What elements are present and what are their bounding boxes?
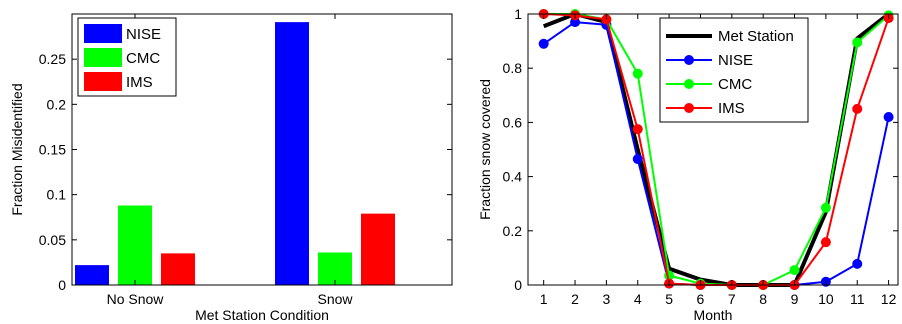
bar-cmc-1 xyxy=(318,252,352,285)
y-tick-label: 0.2 xyxy=(47,96,67,112)
x-axis-label: Month xyxy=(694,307,733,323)
point-ims xyxy=(852,103,863,114)
point-nise xyxy=(632,153,643,164)
legend-label: CMC xyxy=(126,50,160,67)
x-tick-label: 9 xyxy=(791,291,799,307)
bar-nise-1 xyxy=(275,22,309,285)
point-nise xyxy=(883,111,894,122)
x-tick-label: 4 xyxy=(634,291,642,307)
y-tick-label: 0.8 xyxy=(503,60,523,76)
x-tick-label: 1 xyxy=(540,291,548,307)
legend: Met Station NISE CMC IMS xyxy=(659,17,809,123)
legend-marker xyxy=(684,79,694,89)
y-tick-label: 0.2 xyxy=(503,223,523,239)
x-tick-label: 12 xyxy=(881,291,897,307)
plot-frame xyxy=(527,13,899,286)
y-tick-label: 0.15 xyxy=(39,142,66,158)
legend-label: IMS xyxy=(126,74,153,91)
x-tick-label: 11 xyxy=(850,291,865,307)
legend-label: IMS xyxy=(718,100,745,117)
legend-marker xyxy=(684,103,694,113)
bar-nise-0 xyxy=(75,265,109,285)
point-cmc xyxy=(632,68,643,79)
point-ims xyxy=(632,124,643,135)
legend-swatch xyxy=(84,24,122,43)
point-nise xyxy=(852,258,863,269)
legend-marker xyxy=(684,55,694,65)
x-axis-label: Met Station Condition xyxy=(195,307,329,323)
y-tick-label: 0 xyxy=(514,277,522,293)
x-tick-label: 5 xyxy=(665,291,673,307)
x-tick-label: No Snow xyxy=(107,291,165,307)
x-tick-label: 6 xyxy=(697,291,705,307)
y-tick-label: 0.1 xyxy=(47,187,67,203)
x-tick-label: 8 xyxy=(759,291,767,307)
x-tick-label: 2 xyxy=(571,291,579,307)
legend-label: NISE xyxy=(126,26,161,43)
point-nise xyxy=(538,38,549,49)
bar-ims-1 xyxy=(361,213,395,285)
y-axis-label: Fraction snow covered xyxy=(477,79,493,220)
legend: NISE CMC IMS xyxy=(77,17,177,97)
legend-label: CMC xyxy=(718,76,752,93)
line-chart: 00.20.40.60.811 2 3 4 5 6 7 8 9 10 11 12MonthFracti… xyxy=(477,6,899,323)
legend-swatch xyxy=(84,72,122,91)
x-tick-label: Snow xyxy=(317,291,353,307)
y-tick-label: 0.6 xyxy=(503,114,523,130)
y-tick-label: 0 xyxy=(58,277,66,293)
point-cmc xyxy=(820,202,831,213)
legend-swatch xyxy=(84,48,122,67)
point-ims xyxy=(820,237,831,248)
y-tick-label: 1 xyxy=(514,6,522,22)
point-ims xyxy=(601,14,612,25)
x-tick-label: 10 xyxy=(818,291,834,307)
legend-label: Met Station xyxy=(718,28,794,45)
point-cmc xyxy=(852,37,863,48)
y-tick-label: 0.4 xyxy=(503,169,523,185)
point-cmc xyxy=(789,265,800,276)
y-tick-label: 0.05 xyxy=(39,232,66,248)
legend-label: NISE xyxy=(718,52,753,69)
x-tick-label: 3 xyxy=(602,291,610,307)
y-axis-label: Fraction Misidentified xyxy=(9,83,25,215)
bar-ims-0 xyxy=(161,253,195,285)
y-tick-label: 0.25 xyxy=(39,51,66,67)
bar-cmc-0 xyxy=(118,205,152,285)
x-tick-label: 7 xyxy=(728,291,736,307)
